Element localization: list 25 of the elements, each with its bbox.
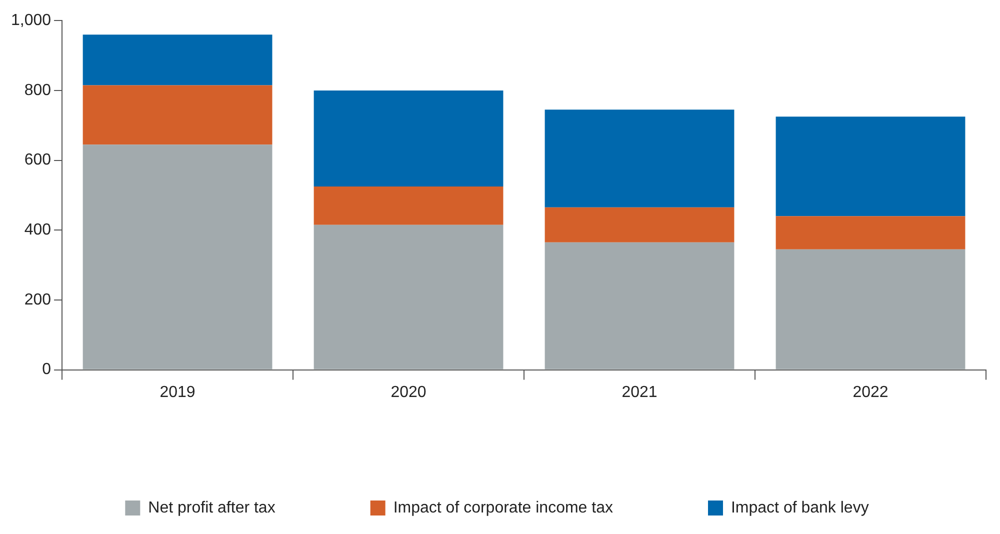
bar [82,85,272,145]
bar [82,144,272,370]
bar [314,224,504,370]
bar [544,207,734,242]
y-tick-label: 200 [24,291,52,308]
x-tick-label: 2020 [390,384,426,401]
y-tick-label: 600 [24,152,52,169]
x-tick-label: 2019 [160,384,196,401]
y-tick-label: 0 [42,361,52,378]
legend-label: Impact of bank levy [730,499,869,516]
y-tick-label: 400 [24,222,52,239]
bar [776,216,966,250]
bar [776,116,966,216]
y-tick-label: 800 [24,82,52,99]
bar [82,34,272,86]
bar [544,242,734,370]
bar [776,249,966,370]
y-tick-label: 1,000 [10,12,52,30]
legend-label: Impact of corporate income tax [393,499,613,516]
bar [544,110,734,208]
bar [314,186,504,225]
bar [314,90,504,186]
legend-label: Net profit after tax [148,499,276,516]
x-tick-label: 2022 [852,384,888,401]
x-tick-label: 2021 [622,384,658,401]
